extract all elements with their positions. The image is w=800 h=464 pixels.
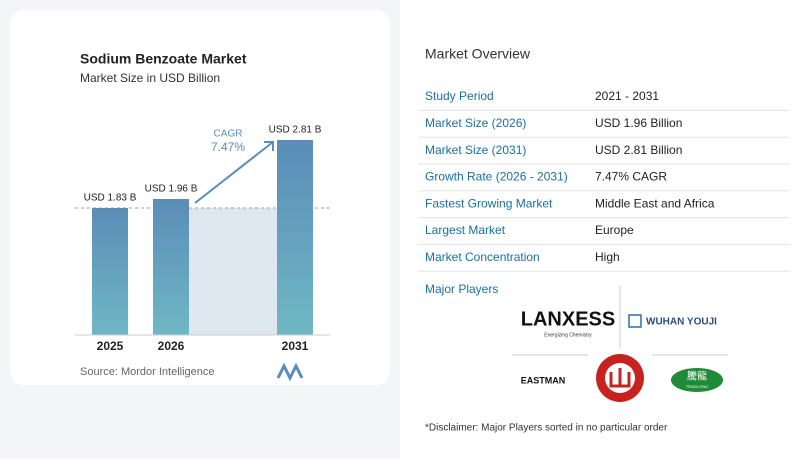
value-label: USD 1.83 B [84,193,137,204]
row-label: Market Size (2031) [425,143,526,157]
cagr-label: CAGR [214,129,243,140]
logo-lanxess: LANXESS [521,308,615,330]
row-label: Study Period [425,89,494,103]
logo-tenglong: 騰龍 [687,370,707,383]
row-label: Market Concentration [425,250,540,264]
bar [277,139,313,335]
row-value: 2021 - 2031 [595,89,659,103]
source: Source: Mordor Intelligence [80,366,215,378]
row-label: Fastest Growing Market [425,196,553,210]
logo-wuhan: WUHAN YOUJI [646,317,717,328]
row-value: Europe [595,223,634,237]
row-value: Middle East and Africa [595,196,715,210]
chart-subtitle: Market Size in USD Billion [80,71,220,85]
row-value: 7.47% CAGR [595,170,667,184]
row-value: USD 2.81 Billion [595,143,682,157]
row-value: USD 1.96 Billion [595,116,682,130]
overview-table: Study Period 2021 - 2031 Market Size (2026… [418,89,790,272]
logo-icon [628,314,642,328]
chart-title: Sodium Benzoate Market [80,51,247,67]
logo-eastman: EASTMAN [521,375,566,385]
x-tick-label: 2031 [282,339,309,353]
cagr-value: 7.47% [211,140,245,154]
row-label: Largest Market [425,223,506,237]
x-tick-label: 2025 [97,339,124,353]
value-label: USD 1.96 B [145,184,198,195]
value-label: USD 2.81 B [269,125,322,136]
bar [92,207,128,335]
overview-title: Market Overview [425,46,531,62]
logo-red-mark [609,368,631,388]
growth-area [189,207,277,335]
players-title: Major Players [425,282,498,296]
row-value: High [595,250,620,264]
cagr-arrow [194,140,274,204]
disclaimer: *Disclaimer: Major Players sorted in no … [425,423,668,434]
logo-green [671,368,723,392]
row-label: Market Size (2026) [425,116,526,130]
logo-tenglong-en: TENGLONG [686,384,708,389]
logo-tagline: Energizing Chemistry [544,332,592,338]
x-tick-label: 2026 [158,339,185,353]
source-logo [276,362,304,382]
row-label: Growth Rate (2026 - 2031) [425,170,568,184]
bar [153,198,189,335]
